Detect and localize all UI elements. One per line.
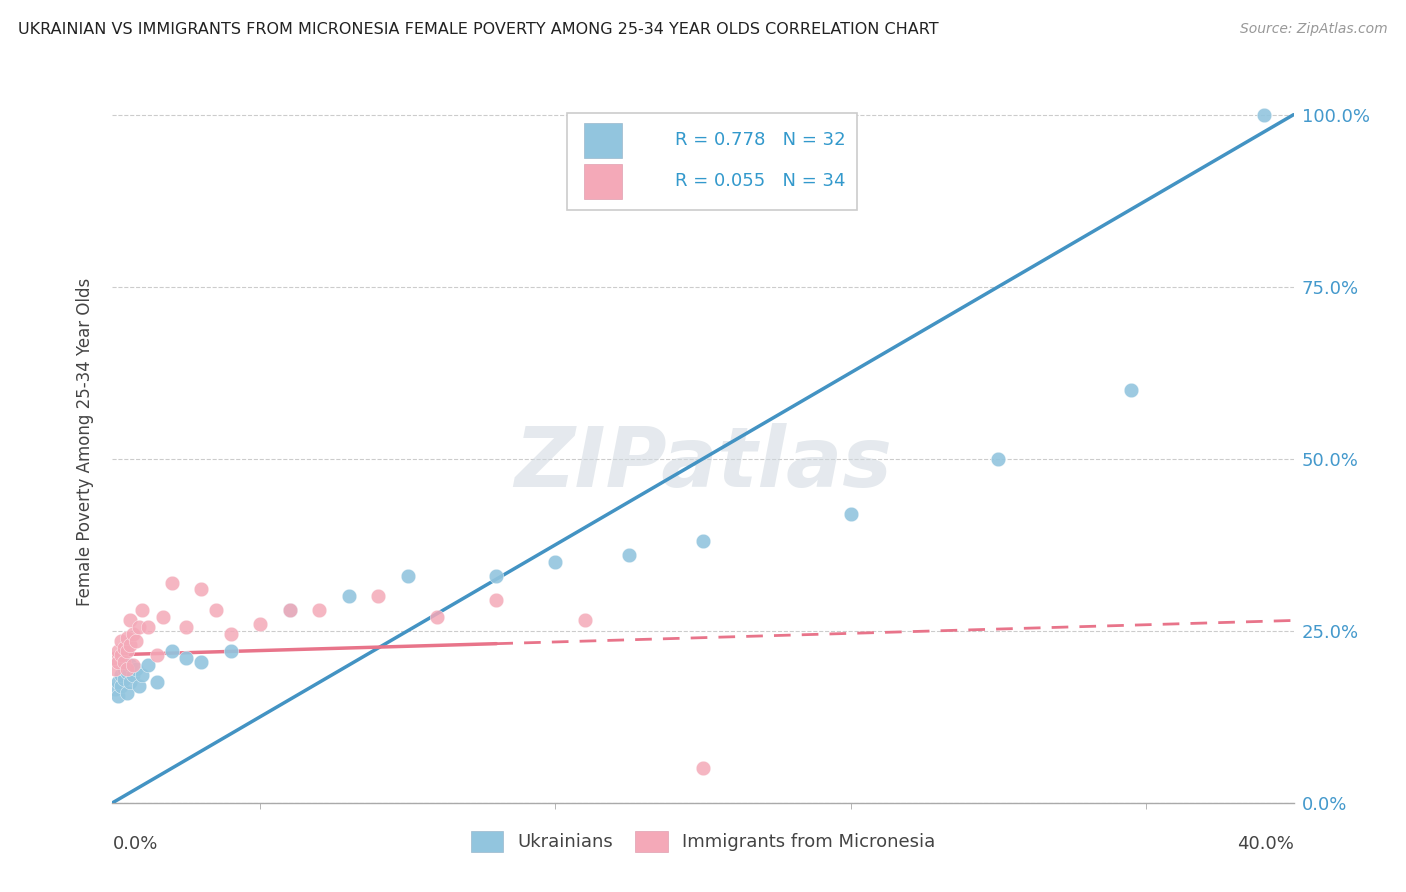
Point bbox=[120, 675, 142, 690]
Point bbox=[120, 638, 142, 652]
Point bbox=[1119, 383, 1142, 397]
Point bbox=[146, 675, 169, 690]
Point bbox=[117, 644, 138, 658]
Point bbox=[112, 672, 135, 686]
Text: 40.0%: 40.0% bbox=[1237, 835, 1294, 854]
Point bbox=[131, 603, 153, 617]
Point bbox=[128, 620, 150, 634]
Point bbox=[278, 603, 301, 617]
Point bbox=[839, 507, 862, 521]
Point bbox=[110, 668, 132, 682]
Point bbox=[110, 679, 132, 693]
Point bbox=[367, 590, 389, 604]
Point bbox=[122, 658, 145, 673]
Point bbox=[136, 658, 159, 673]
Text: 0.0%: 0.0% bbox=[112, 835, 157, 854]
Point bbox=[131, 668, 153, 682]
Point bbox=[136, 620, 159, 634]
Text: Source: ZipAtlas.com: Source: ZipAtlas.com bbox=[1240, 22, 1388, 37]
Text: R = 0.778   N = 32: R = 0.778 N = 32 bbox=[675, 131, 845, 149]
Point bbox=[692, 534, 714, 549]
Point bbox=[152, 610, 174, 624]
Point bbox=[574, 614, 596, 628]
Point bbox=[125, 634, 148, 648]
Point bbox=[160, 644, 183, 658]
Text: UKRAINIAN VS IMMIGRANTS FROM MICRONESIA FEMALE POVERTY AMONG 25-34 YEAR OLDS COR: UKRAINIAN VS IMMIGRANTS FROM MICRONESIA … bbox=[18, 22, 939, 37]
Point bbox=[110, 648, 132, 662]
Point bbox=[125, 662, 148, 676]
Point bbox=[117, 662, 138, 676]
Point bbox=[190, 582, 212, 597]
Point bbox=[987, 451, 1010, 466]
Point bbox=[205, 603, 228, 617]
FancyBboxPatch shape bbox=[583, 123, 621, 158]
Point bbox=[117, 631, 138, 645]
FancyBboxPatch shape bbox=[583, 164, 621, 199]
FancyBboxPatch shape bbox=[567, 112, 856, 211]
Point bbox=[122, 668, 145, 682]
Point bbox=[107, 644, 129, 658]
Point bbox=[104, 682, 127, 697]
Point bbox=[190, 655, 212, 669]
Legend: Ukrainians, Immigrants from Micronesia: Ukrainians, Immigrants from Micronesia bbox=[464, 823, 942, 859]
Point bbox=[219, 644, 242, 658]
Point bbox=[396, 568, 419, 582]
Point bbox=[426, 610, 449, 624]
Point bbox=[249, 616, 271, 631]
Text: R = 0.055   N = 34: R = 0.055 N = 34 bbox=[675, 172, 845, 190]
Point bbox=[122, 627, 145, 641]
Point bbox=[112, 640, 135, 655]
Point bbox=[308, 603, 330, 617]
Point bbox=[120, 614, 142, 628]
Point bbox=[160, 575, 183, 590]
Point bbox=[117, 665, 138, 679]
Point bbox=[128, 679, 150, 693]
Point bbox=[112, 655, 135, 669]
Point bbox=[107, 655, 129, 669]
Text: ZIPatlas: ZIPatlas bbox=[515, 423, 891, 504]
Point bbox=[485, 568, 508, 582]
Point bbox=[107, 675, 129, 690]
Point bbox=[1253, 108, 1275, 122]
Point bbox=[112, 662, 135, 676]
Point bbox=[619, 548, 641, 562]
Point bbox=[107, 689, 129, 703]
Point bbox=[219, 627, 242, 641]
Point bbox=[485, 592, 508, 607]
Point bbox=[104, 662, 127, 676]
Point bbox=[174, 620, 197, 634]
Point bbox=[174, 651, 197, 665]
Point bbox=[117, 686, 138, 700]
Point bbox=[337, 590, 360, 604]
Point bbox=[104, 651, 127, 665]
Point bbox=[146, 648, 169, 662]
Point bbox=[692, 761, 714, 775]
Point bbox=[110, 634, 132, 648]
Point bbox=[120, 658, 142, 673]
Point bbox=[278, 603, 301, 617]
Y-axis label: Female Poverty Among 25-34 Year Olds: Female Poverty Among 25-34 Year Olds bbox=[76, 277, 94, 606]
Point bbox=[544, 555, 567, 569]
